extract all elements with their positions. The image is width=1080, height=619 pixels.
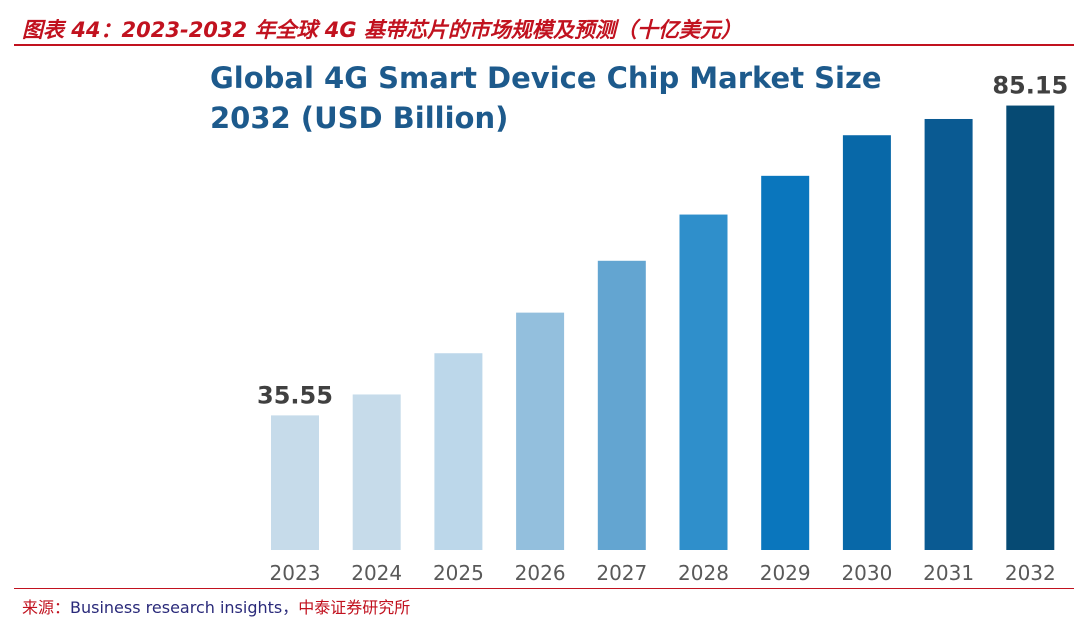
x-tick-label: 2030: [841, 561, 892, 585]
x-tick-label: 2023: [270, 561, 321, 585]
bar-2025: [434, 353, 483, 550]
figure-caption: 图表 44：2023-2032 年全球 4G 基带芯片的市场规模及预测（十亿美元…: [22, 18, 742, 42]
x-tick-label: 2029: [760, 561, 811, 585]
bar-2023: [271, 415, 319, 550]
data-label-2032: 85.15: [992, 72, 1068, 100]
source-name: Business research insights，: [70, 598, 299, 617]
bar-2030: [842, 135, 891, 550]
source-note: 来源：Business research insights，中泰证券研究所: [22, 594, 410, 618]
bar-2032: [1006, 105, 1055, 551]
footer-divider: [14, 588, 1074, 589]
chart: Global 4G Smart Device Chip Market Size …: [0, 46, 1080, 588]
data-label-2023: 35.55: [257, 381, 333, 409]
x-tick-label: 2028: [678, 561, 729, 585]
chart-title: Global 4G Smart Device Chip Market Size …: [210, 61, 882, 135]
bar-2026: [516, 312, 565, 550]
x-tick-label: 2032: [1005, 561, 1056, 585]
bar-2031: [924, 118, 973, 550]
x-tick-label: 2026: [515, 561, 566, 585]
x-tick-label: 2031: [923, 561, 974, 585]
source-prefix: 来源：: [22, 598, 71, 617]
x-tick-label: 2024: [351, 561, 402, 585]
bar-2024: [352, 394, 401, 550]
bar-chart-svg: 2023 2024 2025 2026 2027 2028 2029 2030 2031 2032…: [257, 72, 1068, 585]
x-tick-label: 2025: [433, 561, 484, 585]
bar-2028: [679, 214, 728, 550]
source-institute: 中泰证券研究所: [298, 598, 411, 617]
bar-2029: [761, 175, 810, 550]
header-divider: [14, 44, 1074, 46]
bar-2027: [597, 260, 646, 550]
x-tick-label: 2027: [596, 561, 647, 585]
figure-header: 图表 44：2023-2032 年全球 4G 基带芯片的市场规模及预测（十亿美元…: [0, 0, 1080, 46]
